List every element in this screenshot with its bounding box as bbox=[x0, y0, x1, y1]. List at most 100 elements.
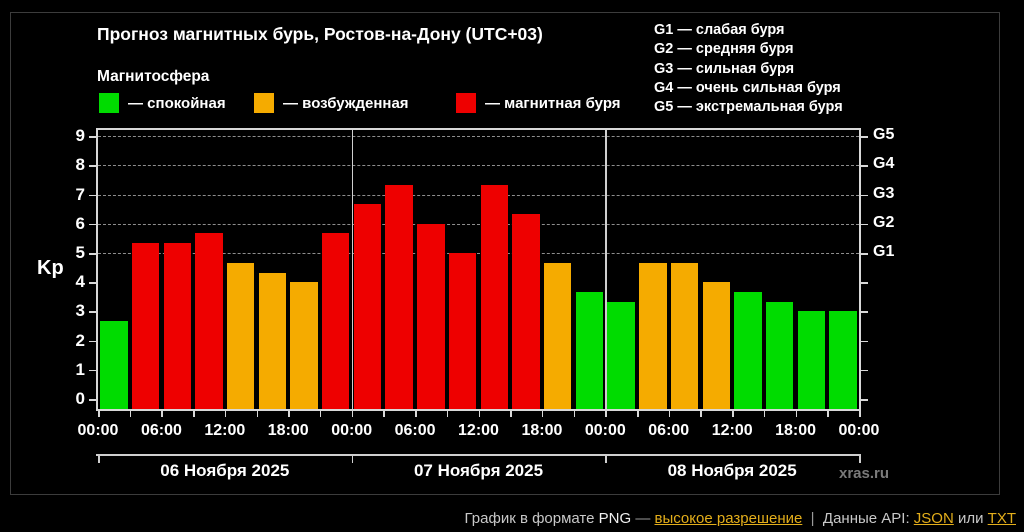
right-axis-tick bbox=[861, 282, 868, 284]
g-legend-line: G4 — очень сильная буря bbox=[654, 79, 841, 96]
kp-bar bbox=[163, 243, 191, 409]
y-axis-tick bbox=[89, 399, 96, 401]
x-axis-tick bbox=[129, 411, 132, 417]
x-axis-tick bbox=[700, 411, 702, 417]
footer-dash: — bbox=[631, 510, 655, 527]
right-axis-tick bbox=[861, 165, 868, 167]
grid-line-kp-5 bbox=[98, 253, 859, 254]
x-axis-tick-label: 12:00 bbox=[204, 422, 246, 439]
g-axis-label: G4 bbox=[873, 155, 895, 173]
x-axis-tick bbox=[859, 411, 861, 417]
kp-bar bbox=[417, 223, 445, 409]
x-axis-tick-label: 00:00 bbox=[838, 422, 880, 439]
x-axis-tick bbox=[541, 411, 544, 417]
kp-bar bbox=[670, 262, 699, 409]
g-legend-line: G5 — экстремальная буря bbox=[654, 99, 843, 116]
day-label: 06 Ноября 2025 bbox=[160, 461, 290, 480]
kp-bar bbox=[385, 184, 413, 409]
day-label: 07 Ноября 2025 bbox=[413, 461, 544, 480]
plot-frame-left bbox=[96, 128, 98, 411]
x-axis-tick bbox=[827, 411, 829, 417]
x-axis-tick bbox=[351, 411, 354, 417]
x-axis-tick bbox=[319, 411, 322, 417]
y-axis-label: Kp bbox=[37, 257, 64, 279]
kp-bar bbox=[353, 204, 382, 409]
g-legend-line: G1 — слабая буря bbox=[654, 22, 785, 38]
footer-png-word: PNG bbox=[598, 510, 632, 527]
kp-bar bbox=[290, 282, 318, 409]
kp-bar bbox=[131, 243, 160, 409]
x-axis-tick-label: 12:00 bbox=[711, 422, 753, 439]
footer-text: График в формате bbox=[464, 510, 599, 527]
x-axis-tick-label: 06:00 bbox=[140, 422, 182, 439]
y-axis-tick-label: 5 bbox=[75, 243, 85, 262]
x-axis-tick bbox=[668, 411, 671, 417]
chart-subtitle: Магнитосфера bbox=[97, 68, 210, 85]
grid-line-kp-6 bbox=[98, 223, 859, 225]
x-axis-tick-label: 00:00 bbox=[77, 422, 119, 439]
grid-line-kp-8 bbox=[98, 165, 859, 167]
plot-frame-right bbox=[859, 128, 861, 411]
x-axis-tick bbox=[446, 411, 449, 417]
kp-bar bbox=[448, 253, 477, 409]
x-axis-tick bbox=[478, 411, 480, 417]
right-axis-tick bbox=[861, 223, 868, 226]
grid-line-kp-9 bbox=[98, 136, 859, 138]
legend-item-quiet: — спокойная bbox=[99, 93, 226, 113]
g-scale-legend: G1 — слабая буря G2 — средняя буря G3 — си… bbox=[654, 21, 843, 117]
right-axis-tick bbox=[861, 253, 868, 255]
kp-bar bbox=[734, 291, 762, 409]
high-resolution-link[interactable]: высокое разрешение bbox=[654, 510, 803, 527]
txt-api-link[interactable]: TXT bbox=[987, 510, 1016, 527]
g-axis-label: G3 bbox=[873, 184, 895, 202]
kp-bar bbox=[480, 184, 508, 409]
day-divider bbox=[351, 130, 354, 409]
x-axis-tick bbox=[288, 411, 290, 417]
legend-label-storm: — магнитная буря bbox=[485, 94, 621, 112]
g-axis-label: G2 bbox=[873, 213, 895, 231]
g-axis-label: G5 bbox=[873, 126, 895, 144]
y-axis-tick bbox=[89, 194, 96, 197]
legend-item-excited: — возбужденная bbox=[254, 93, 409, 113]
kp-bar bbox=[258, 272, 287, 409]
y-axis-tick-label: 2 bbox=[75, 330, 85, 350]
kp-bar bbox=[639, 262, 667, 409]
y-axis-tick bbox=[89, 223, 96, 226]
y-axis-tick bbox=[89, 369, 96, 372]
x-axis-tick bbox=[573, 411, 576, 417]
y-axis-tick-label: 7 bbox=[75, 184, 85, 204]
x-axis-tick bbox=[763, 411, 766, 417]
right-axis-tick bbox=[861, 369, 868, 372]
legend-label-quiet: — спокойная bbox=[128, 94, 226, 112]
x-axis-tick-label: 18:00 bbox=[775, 422, 817, 439]
day-label: 08 Ноября 2025 bbox=[667, 461, 797, 480]
kp-bar bbox=[195, 233, 223, 409]
kp-bar bbox=[544, 262, 572, 409]
grid-line-kp-7 bbox=[98, 194, 859, 196]
g-legend-line: G3 — сильная буря bbox=[654, 60, 795, 77]
y-axis-tick-label: 6 bbox=[75, 213, 85, 233]
g-axis-label: G1 bbox=[873, 243, 895, 260]
day-bracket-line bbox=[96, 454, 861, 456]
plot-frame-bottom bbox=[96, 409, 861, 411]
plot-frame-top bbox=[96, 128, 861, 130]
x-axis-tick bbox=[510, 411, 512, 417]
kp-bar bbox=[100, 321, 128, 409]
y-axis-tick-label: 8 bbox=[75, 155, 85, 175]
footer-api-text: Данные API: bbox=[822, 510, 914, 527]
footer-separator: | bbox=[802, 510, 823, 527]
y-axis-tick bbox=[89, 165, 96, 167]
json-api-link[interactable]: JSON bbox=[913, 510, 954, 527]
x-axis-tick-label: 18:00 bbox=[521, 422, 563, 439]
chart-title: Прогноз магнитных бурь, Ростов-на-Дону (… bbox=[97, 24, 543, 44]
right-axis-tick bbox=[861, 340, 868, 343]
day-bracket-end bbox=[605, 454, 607, 463]
kp-bar bbox=[829, 311, 857, 409]
footer: График в формате PNG — высокое разрешени… bbox=[465, 510, 1016, 527]
y-axis-tick bbox=[89, 282, 96, 284]
legend-item-storm: — магнитная буря bbox=[456, 93, 621, 113]
legend-swatch-quiet bbox=[99, 93, 119, 113]
y-axis-tick-label: 1 bbox=[75, 359, 85, 379]
x-axis-tick-label: 00:00 bbox=[584, 422, 626, 439]
x-axis-tick bbox=[415, 411, 417, 417]
